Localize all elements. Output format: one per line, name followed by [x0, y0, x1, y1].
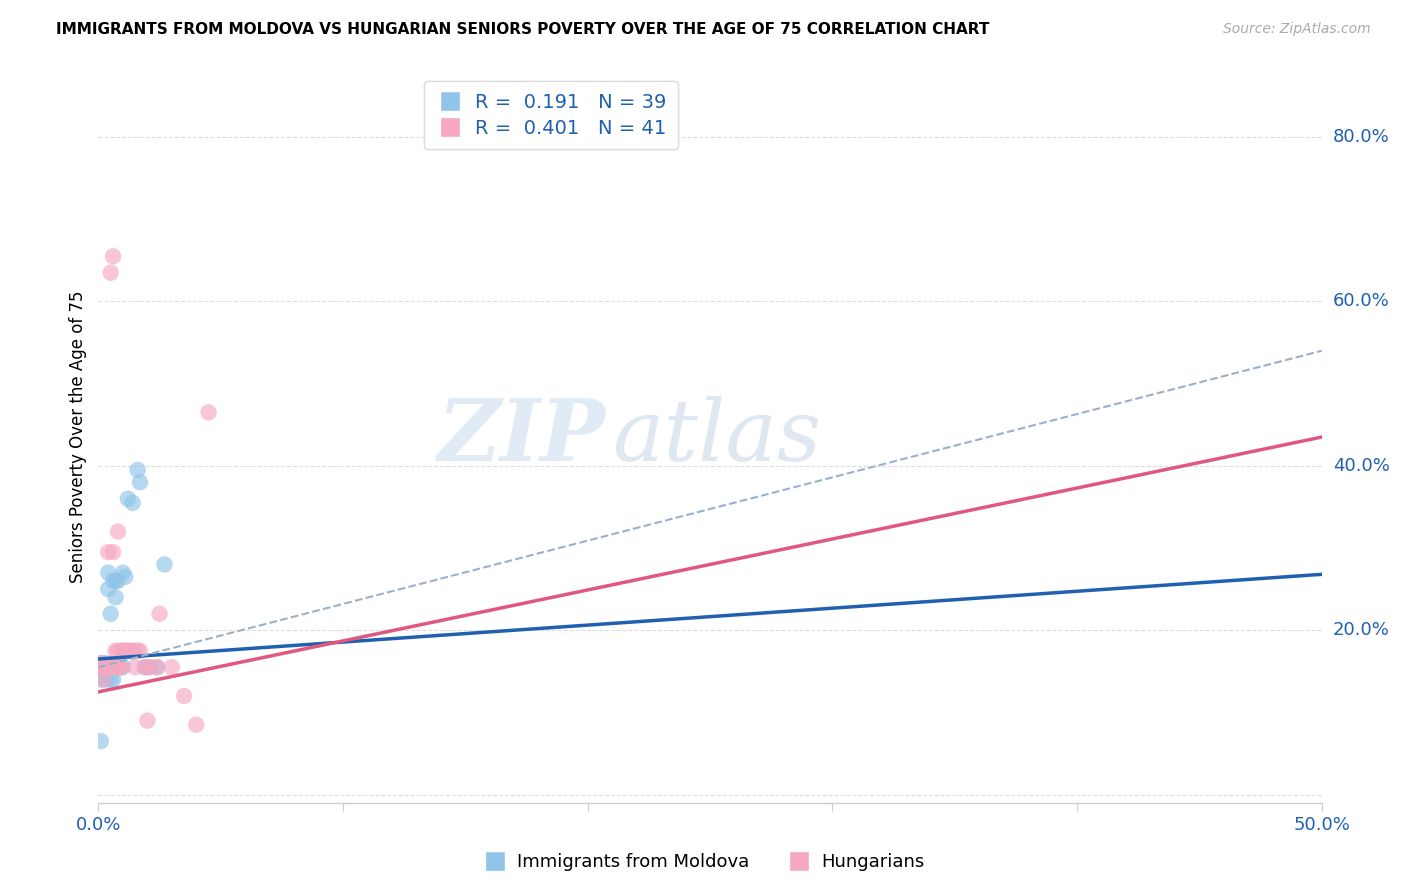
Point	[111, 644, 134, 658]
Text: IMMIGRANTS FROM MOLDOVA VS HUNGARIAN SENIORS POVERTY OVER THE AGE OF 75 CORRELAT: IMMIGRANTS FROM MOLDOVA VS HUNGARIAN SEN…	[56, 22, 990, 37]
Point	[107, 644, 129, 658]
Point	[129, 475, 152, 490]
Point	[94, 660, 117, 674]
Point	[91, 660, 114, 674]
Point	[121, 644, 143, 658]
Legend: Immigrants from Moldova, Hungarians: Immigrants from Moldova, Hungarians	[474, 847, 932, 879]
Point	[149, 607, 172, 621]
Point	[101, 673, 124, 687]
Text: 80.0%: 80.0%	[1333, 128, 1389, 146]
Point	[121, 496, 143, 510]
Point	[100, 607, 122, 621]
Point	[127, 644, 149, 658]
Point	[101, 574, 124, 588]
Point	[91, 665, 114, 679]
Point	[186, 717, 208, 731]
Point	[94, 660, 117, 674]
Point	[104, 660, 127, 674]
Point	[90, 660, 112, 674]
Point	[121, 644, 143, 658]
Point	[139, 660, 162, 674]
Point	[91, 660, 114, 674]
Point	[153, 558, 176, 572]
Point	[90, 656, 112, 670]
Point	[97, 660, 120, 674]
Point	[94, 656, 117, 670]
Point	[160, 660, 183, 674]
Point	[117, 491, 139, 506]
Point	[104, 591, 127, 605]
Point	[104, 574, 127, 588]
Point	[94, 660, 117, 674]
Point	[101, 545, 124, 559]
Point	[107, 660, 129, 674]
Point	[97, 582, 120, 596]
Point	[111, 566, 134, 580]
Text: 60.0%: 60.0%	[1333, 293, 1389, 310]
Point	[110, 660, 132, 674]
Point	[91, 673, 114, 687]
Point	[110, 660, 132, 674]
Point	[100, 660, 122, 674]
Legend: R =  0.191   N = 39, R =  0.401   N = 41: R = 0.191 N = 39, R = 0.401 N = 41	[425, 81, 678, 149]
Point	[117, 644, 139, 658]
Point	[104, 644, 127, 658]
Point	[110, 660, 132, 674]
Point	[91, 660, 114, 674]
Point	[100, 660, 122, 674]
Point	[134, 660, 156, 674]
Text: Source: ZipAtlas.com: Source: ZipAtlas.com	[1223, 22, 1371, 37]
Point	[90, 656, 112, 670]
Text: atlas: atlas	[612, 396, 821, 478]
Point	[134, 660, 156, 674]
Point	[100, 660, 122, 674]
Point	[114, 570, 136, 584]
Point	[90, 734, 112, 748]
Point	[101, 660, 124, 674]
Point	[117, 644, 139, 658]
Point	[107, 574, 129, 588]
Point	[97, 660, 120, 674]
Point	[90, 673, 112, 687]
Point	[197, 405, 219, 419]
Point	[91, 665, 114, 679]
Point	[136, 714, 159, 728]
Point	[146, 660, 169, 674]
Point	[146, 660, 169, 674]
Point	[129, 644, 152, 658]
Point	[139, 660, 162, 674]
Point	[100, 266, 122, 280]
Point	[97, 566, 120, 580]
Text: ZIP: ZIP	[439, 395, 606, 479]
Point	[101, 249, 124, 263]
Point	[100, 660, 122, 674]
Y-axis label: Seniors Poverty Over the Age of 75: Seniors Poverty Over the Age of 75	[69, 291, 87, 583]
Text: 20.0%: 20.0%	[1333, 621, 1389, 640]
Point	[104, 660, 127, 674]
Point	[101, 660, 124, 674]
Point	[107, 524, 129, 539]
Point	[173, 689, 195, 703]
Point	[90, 665, 112, 679]
Point	[127, 463, 149, 477]
Text: 40.0%: 40.0%	[1333, 457, 1389, 475]
Point	[91, 660, 114, 674]
Point	[111, 644, 134, 658]
Point	[94, 673, 117, 687]
Point	[124, 660, 146, 674]
Point	[107, 660, 129, 674]
Point	[100, 673, 122, 687]
Point	[111, 660, 134, 674]
Point	[114, 644, 136, 658]
Point	[97, 545, 120, 559]
Point	[94, 660, 117, 674]
